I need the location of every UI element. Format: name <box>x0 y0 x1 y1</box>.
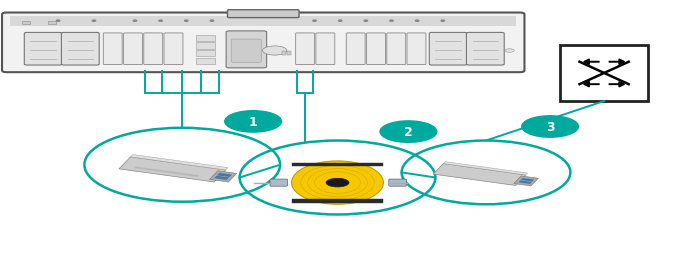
Bar <box>196 36 215 42</box>
FancyBboxPatch shape <box>2 13 524 73</box>
Polygon shape <box>209 171 237 182</box>
Polygon shape <box>130 155 228 170</box>
Polygon shape <box>217 173 232 177</box>
FancyBboxPatch shape <box>124 34 142 65</box>
Polygon shape <box>518 181 532 184</box>
FancyBboxPatch shape <box>367 34 385 65</box>
Bar <box>282 51 286 56</box>
FancyBboxPatch shape <box>429 33 467 66</box>
FancyBboxPatch shape <box>387 34 406 65</box>
Circle shape <box>380 121 437 143</box>
Polygon shape <box>443 162 528 175</box>
FancyBboxPatch shape <box>316 34 335 65</box>
FancyBboxPatch shape <box>296 34 315 65</box>
Circle shape <box>57 21 59 22</box>
Ellipse shape <box>326 179 349 187</box>
FancyBboxPatch shape <box>346 34 365 65</box>
Circle shape <box>522 116 578 138</box>
Circle shape <box>505 50 514 53</box>
FancyBboxPatch shape <box>389 179 406 186</box>
Bar <box>292 199 383 203</box>
FancyBboxPatch shape <box>270 179 288 186</box>
Bar <box>560 46 648 102</box>
Circle shape <box>92 21 96 22</box>
Circle shape <box>184 21 188 22</box>
Circle shape <box>159 21 162 22</box>
FancyBboxPatch shape <box>164 34 183 65</box>
Bar <box>287 51 291 56</box>
Circle shape <box>364 21 367 22</box>
Circle shape <box>441 21 444 22</box>
FancyBboxPatch shape <box>144 34 163 65</box>
FancyBboxPatch shape <box>226 32 267 69</box>
Bar <box>196 43 215 50</box>
Text: 1: 1 <box>249 116 257 128</box>
FancyBboxPatch shape <box>227 11 299 19</box>
FancyBboxPatch shape <box>232 40 261 63</box>
Circle shape <box>338 21 342 22</box>
Circle shape <box>211 21 214 22</box>
Polygon shape <box>514 176 539 186</box>
Text: 3: 3 <box>546 121 554 133</box>
Bar <box>292 163 383 167</box>
Text: 2: 2 <box>404 126 412 138</box>
FancyBboxPatch shape <box>61 33 99 66</box>
Polygon shape <box>134 167 199 177</box>
Circle shape <box>416 21 418 22</box>
Polygon shape <box>119 157 225 182</box>
Polygon shape <box>214 176 230 180</box>
Polygon shape <box>521 178 534 182</box>
Ellipse shape <box>292 161 383 204</box>
Bar <box>22 22 30 25</box>
FancyBboxPatch shape <box>24 33 62 66</box>
FancyBboxPatch shape <box>466 33 504 66</box>
Circle shape <box>390 21 393 22</box>
Bar <box>10 17 516 27</box>
FancyBboxPatch shape <box>103 34 122 65</box>
Polygon shape <box>433 164 526 186</box>
Circle shape <box>133 21 136 22</box>
FancyBboxPatch shape <box>407 34 426 65</box>
Circle shape <box>225 111 281 133</box>
Circle shape <box>313 21 316 22</box>
Bar <box>47 22 55 25</box>
Bar <box>196 58 215 65</box>
Circle shape <box>263 47 287 56</box>
Bar <box>196 51 215 57</box>
